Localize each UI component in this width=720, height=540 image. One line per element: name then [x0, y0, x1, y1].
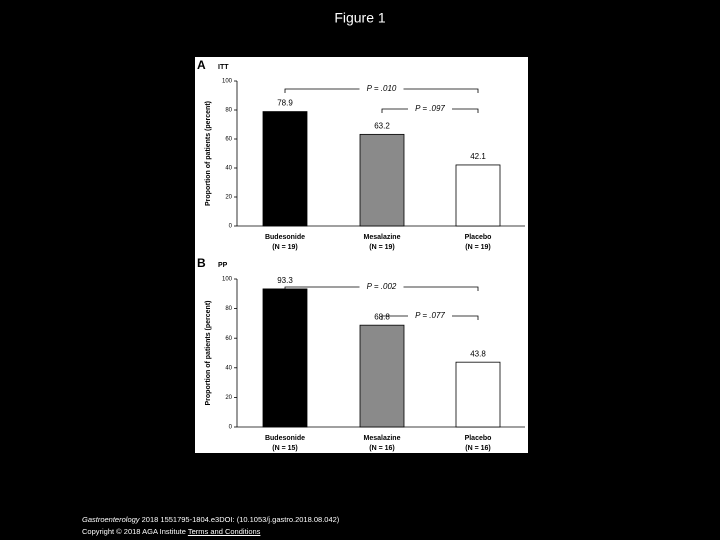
y-axis-label: Proportion of patients (percent)	[205, 301, 212, 406]
bar	[262, 111, 308, 227]
bar	[455, 164, 501, 227]
value-label: 63.2	[374, 121, 390, 130]
n-label: (N = 16)	[369, 445, 394, 452]
bar	[359, 324, 405, 428]
y-tick-label: 0	[229, 425, 233, 431]
x-tick-label: Placebo	[465, 234, 492, 241]
panel-subtitle: ITT	[218, 64, 229, 71]
slide-title: Figure 1	[334, 10, 386, 26]
n-label: (N = 19)	[272, 244, 297, 251]
p-value: P = .010	[367, 84, 397, 93]
x-tick-label: Mesalazine	[364, 435, 401, 442]
significance-bracket	[381, 315, 479, 320]
p-value: P = .097	[415, 104, 445, 113]
x-tick-label: Mesalazine	[364, 234, 401, 241]
panel-subtitle: PP	[218, 262, 228, 269]
journal: Gastroenterology	[82, 515, 140, 524]
significance-bracket	[381, 108, 479, 113]
y-tick-label: 40	[225, 166, 232, 172]
n-label: (N = 19)	[465, 244, 490, 251]
y-tick-label: 60	[225, 137, 232, 143]
x-tick-label: Budesonide	[265, 435, 305, 442]
reference: 2018 1551795-1804.e3DOI: (10.1053/j.gast…	[141, 515, 340, 524]
significance-bracket	[284, 88, 479, 93]
n-label: (N = 16)	[465, 445, 490, 452]
y-tick-label: 0	[229, 224, 233, 230]
panel-label: A	[197, 58, 206, 72]
value-label: 93.3	[277, 276, 293, 285]
n-label: (N = 19)	[369, 244, 394, 251]
copyright: Copyright © 2018 AGA Institute	[82, 527, 186, 536]
terms-link[interactable]: Terms and Conditions	[187, 527, 261, 536]
value-label: 43.8	[470, 349, 486, 358]
y-tick-label: 100	[222, 79, 233, 85]
y-axis-label: Proportion of patients (percent)	[205, 101, 212, 206]
y-tick-label: 100	[222, 277, 233, 283]
bar	[262, 288, 308, 428]
x-tick-label: Budesonide	[265, 234, 305, 241]
significance-bracket	[284, 286, 479, 291]
n-label: (N = 15)	[272, 445, 297, 452]
copyright-line: Copyright © 2018 AGA Institute Terms and…	[82, 526, 339, 538]
y-tick-label: 80	[225, 306, 232, 312]
p-value: P = .077	[415, 311, 445, 320]
bar	[359, 133, 405, 227]
citation: Gastroenterology 2018 1551795-1804.e3DOI…	[82, 514, 339, 526]
chart: Figure 1 A ITT Proportion of patients (per…	[195, 10, 528, 453]
footer: Gastroenterology 2018 1551795-1804.e3DOI…	[82, 514, 339, 538]
p-value: P = .002	[367, 282, 397, 291]
value-label: 78.9	[277, 99, 293, 108]
y-tick-label: 60	[225, 336, 232, 342]
y-tick-label: 40	[225, 365, 232, 371]
y-tick-label: 20	[225, 195, 232, 201]
y-tick-label: 80	[225, 108, 232, 114]
panel-label: B	[197, 256, 206, 270]
x-tick-label: Placebo	[465, 435, 492, 442]
value-label: 42.1	[470, 152, 486, 161]
bar	[455, 361, 501, 428]
y-tick-label: 20	[225, 395, 232, 401]
